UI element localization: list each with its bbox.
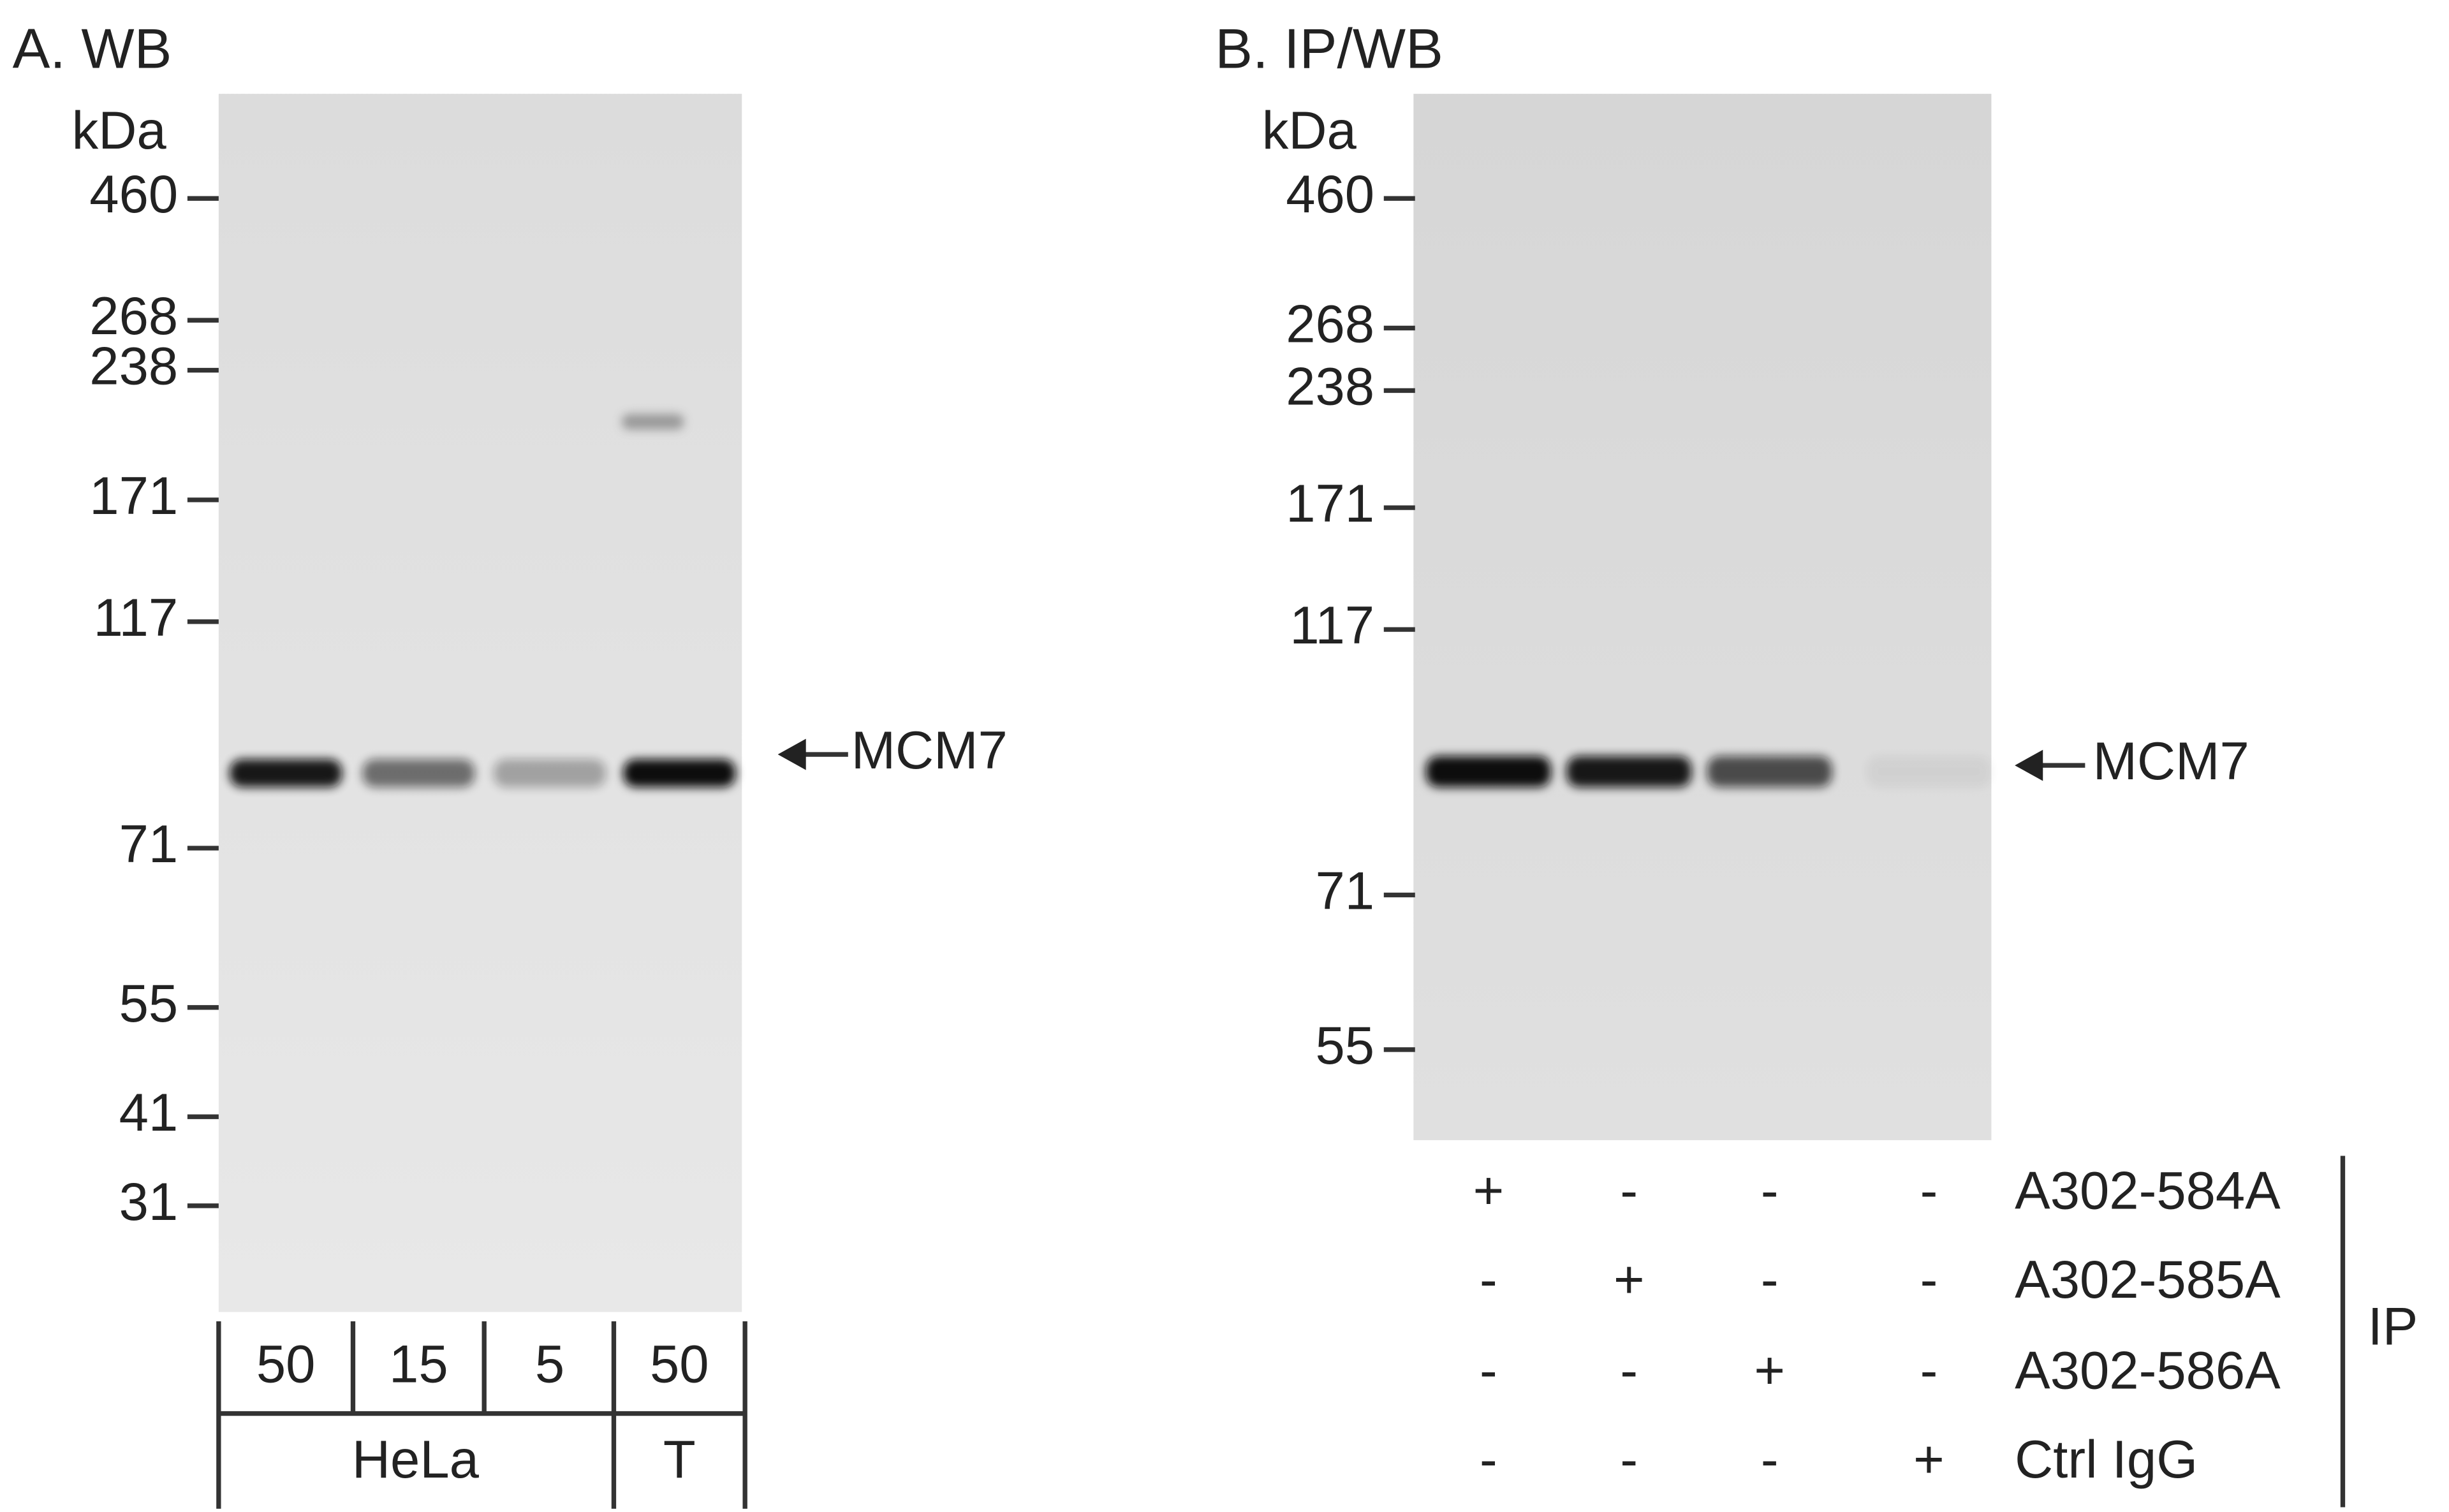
band <box>362 759 475 788</box>
marker-label: 460 <box>1286 165 1374 224</box>
ip-sign: - <box>1480 1250 1497 1309</box>
marker-label: 171 <box>1286 474 1374 533</box>
ip-antibody: A302-585A <box>2015 1250 2281 1309</box>
band <box>230 759 342 788</box>
band <box>623 759 736 788</box>
ip-antibody: A302-584A <box>2015 1161 2281 1221</box>
ip-sign: - <box>1920 1250 1938 1309</box>
ip-sign: - <box>1480 1430 1497 1489</box>
marker-label: 117 <box>93 588 178 647</box>
sample-label: T <box>663 1430 696 1489</box>
marker-label: 31 <box>119 1172 179 1231</box>
ip-sign: - <box>1761 1250 1779 1309</box>
band <box>621 414 684 430</box>
ip-sign: - <box>1620 1430 1638 1489</box>
marker-label: 238 <box>89 337 178 396</box>
marker-label: 55 <box>1315 1016 1374 1075</box>
blot-a <box>218 94 742 1312</box>
band <box>1866 756 1992 788</box>
ip-antibody: Ctrl IgG <box>2015 1430 2198 1489</box>
arrow-head <box>777 738 806 770</box>
target-label: MCM7 <box>851 721 1008 780</box>
ip-sign: + <box>1913 1430 1945 1489</box>
panel-a-unit: kDa <box>72 101 167 160</box>
marker-label: 268 <box>89 286 178 346</box>
panel-b-title: B. IP/WB <box>1215 17 1443 80</box>
lane-label: 50 <box>256 1335 316 1394</box>
ip-sign: - <box>1620 1161 1638 1221</box>
marker-label: 71 <box>119 814 179 874</box>
marker-label: 171 <box>89 466 178 525</box>
blot-b <box>1413 94 1992 1140</box>
ip-label: IP <box>2368 1297 2418 1356</box>
marker-label: 238 <box>1286 356 1374 416</box>
ip-sign: - <box>1620 1340 1638 1400</box>
ip-antibody: A302-586A <box>2015 1340 2281 1400</box>
ip-sign: + <box>1614 1250 1645 1309</box>
marker-label: 460 <box>89 165 178 224</box>
panel-b-unit: kDa <box>1262 101 1357 160</box>
lane-label: 50 <box>650 1335 709 1394</box>
band <box>1707 756 1832 788</box>
arrow-head <box>2015 749 2043 781</box>
ip-sign: - <box>1761 1430 1779 1489</box>
lane-label: 5 <box>535 1335 564 1394</box>
band <box>1566 756 1692 788</box>
ip-sign: + <box>1754 1340 1785 1400</box>
marker-label: 41 <box>119 1083 179 1142</box>
marker-label: 71 <box>1315 861 1374 920</box>
ip-sign: - <box>1920 1161 1938 1221</box>
target-label: MCM7 <box>2093 731 2249 791</box>
marker-label: 117 <box>1290 596 1374 655</box>
marker-label: 268 <box>1286 294 1374 353</box>
marker-label: 55 <box>119 974 179 1033</box>
ip-sign: - <box>1480 1340 1497 1400</box>
ip-sign: + <box>1473 1161 1504 1221</box>
band <box>493 759 607 788</box>
band <box>1425 756 1551 788</box>
ip-sign: - <box>1761 1161 1779 1221</box>
lane-label: 15 <box>389 1335 448 1394</box>
ip-sign: - <box>1920 1340 1938 1400</box>
panel-a-title: A. WB <box>13 17 172 80</box>
sample-label: HeLa <box>352 1430 480 1489</box>
